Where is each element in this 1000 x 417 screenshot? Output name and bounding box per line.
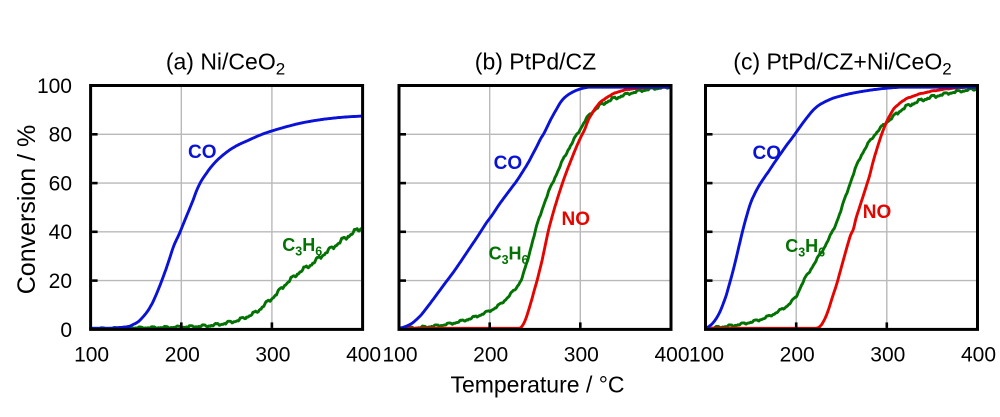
svg-text:100: 100 [689, 344, 724, 367]
svg-text:(a) Ni/CeO2: (a) Ni/CeO2 [166, 49, 285, 79]
svg-text:C3H6: C3H6 [489, 244, 529, 267]
svg-text:100: 100 [74, 344, 109, 367]
svg-text:60: 60 [49, 173, 72, 196]
svg-text:CO: CO [753, 143, 782, 164]
svg-text:Temperature / °C: Temperature / °C [450, 372, 624, 398]
svg-text:CO: CO [494, 153, 522, 174]
svg-text:300: 300 [870, 344, 905, 367]
svg-text:CO: CO [188, 142, 217, 163]
svg-text:300: 300 [255, 344, 290, 367]
svg-text:400: 400 [961, 344, 996, 367]
svg-text:(b) PtPd/CZ: (b) PtPd/CZ [475, 49, 596, 75]
svg-text:80: 80 [49, 124, 72, 147]
svg-text:Conversion / %: Conversion / % [13, 125, 41, 295]
svg-text:400: 400 [346, 344, 381, 367]
svg-text:NO: NO [562, 209, 591, 230]
svg-text:200: 200 [780, 344, 815, 367]
svg-text:200: 200 [473, 344, 508, 367]
svg-text:C3H6: C3H6 [785, 236, 825, 259]
svg-text:0: 0 [60, 319, 72, 342]
svg-text:300: 300 [564, 344, 599, 367]
svg-text:200: 200 [165, 344, 200, 367]
svg-text:NO: NO [863, 202, 892, 223]
svg-text:100: 100 [37, 75, 72, 98]
svg-text:20: 20 [49, 270, 72, 293]
svg-text:(c) PtPd/CZ+Ni/CeO2: (c) PtPd/CZ+Ni/CeO2 [733, 49, 951, 79]
svg-text:400: 400 [654, 344, 689, 367]
svg-text:40: 40 [49, 221, 72, 244]
svg-text:100: 100 [382, 344, 417, 367]
svg-text:C3H6: C3H6 [282, 235, 322, 258]
